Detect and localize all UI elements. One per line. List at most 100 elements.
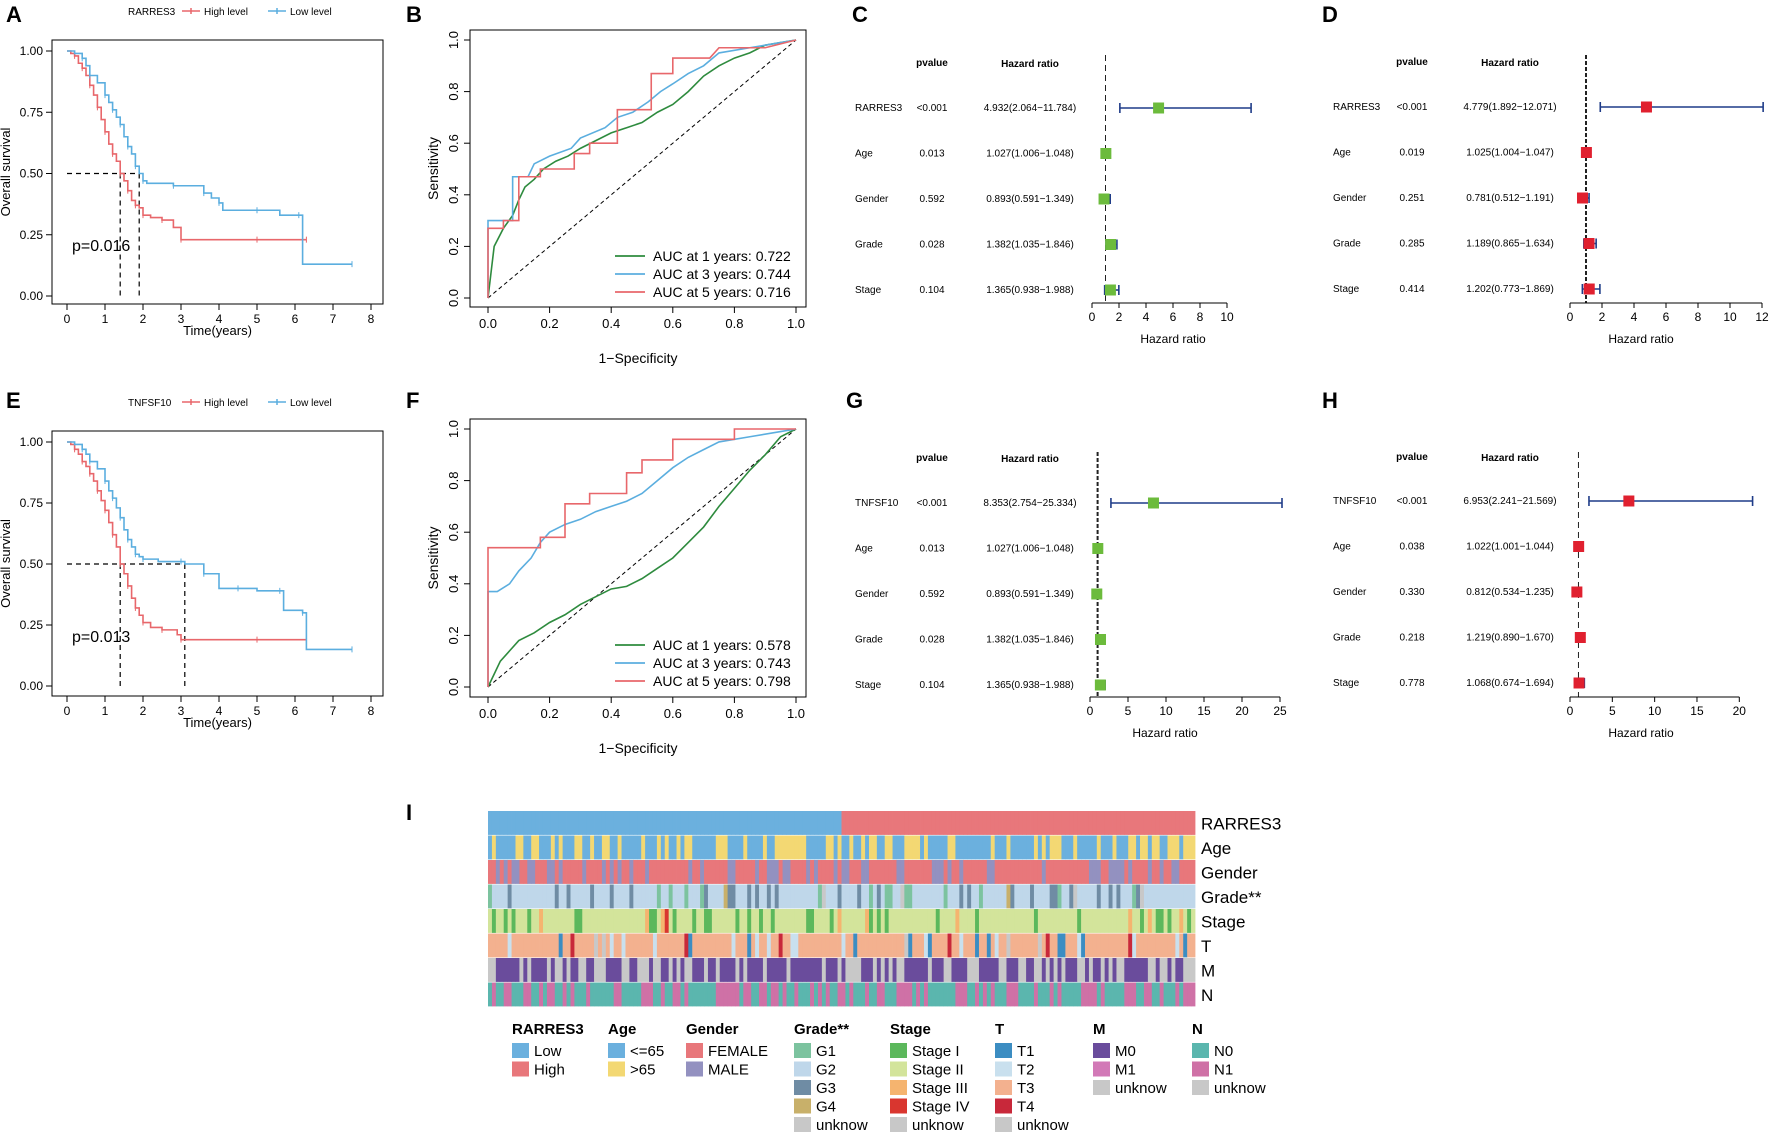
roc-curve-2 (487, 428, 797, 687)
heatmap-cell (810, 958, 815, 982)
heatmap-cell (1057, 958, 1062, 982)
heatmap-cell (656, 909, 662, 933)
heatmap-cell (488, 958, 493, 982)
heatmap-cell (491, 958, 497, 982)
heatmap-cell (684, 909, 689, 933)
heatmap-cell (786, 909, 791, 933)
heatmap-cell (523, 958, 528, 982)
heatmap-cell (759, 835, 764, 860)
heatmap-cell (645, 982, 650, 1007)
heatmap-cell (511, 982, 516, 1007)
heatmap-cell (1006, 958, 1011, 982)
heatmap-cell (868, 982, 874, 1007)
heatmap-cell (641, 958, 646, 982)
heatmap-cell (1116, 884, 1121, 909)
heatmap-cell (1140, 884, 1145, 909)
heatmap-cell (880, 982, 886, 1007)
heatmap-cell (904, 909, 909, 933)
heatmap-cell (927, 909, 933, 933)
heatmap-cell (900, 811, 905, 835)
heatmap-cell (594, 811, 599, 835)
heatmap-cell (1128, 909, 1133, 933)
heatmap-cell (601, 982, 607, 1007)
heatmap-cell (829, 982, 835, 1007)
row-label: Age (1201, 839, 1231, 858)
heatmap-cell (562, 982, 567, 1007)
heatmap-cell (1026, 982, 1031, 1007)
heatmap-cell (841, 958, 846, 982)
heatmap-cell (963, 835, 968, 860)
heatmap-cell (625, 884, 630, 909)
heatmap-cell (1010, 811, 1015, 835)
heatmap-cell (1155, 909, 1161, 933)
heatmap-cell (959, 982, 964, 1007)
heatmap-cell (1143, 982, 1149, 1007)
heatmap-cell (1088, 835, 1094, 860)
heatmap-cell (998, 909, 1003, 933)
heatmap-cell (923, 860, 929, 884)
row-hr-text: 1.365(0.938−1.988) (986, 680, 1074, 691)
heatmap-cell (1096, 835, 1102, 860)
x-tick-label: 0 (1567, 310, 1574, 324)
x-axis-title: Time(years) (183, 323, 252, 338)
heatmap-cell (629, 933, 634, 958)
heatmap-cell (1155, 884, 1161, 909)
heatmap-cell (664, 909, 670, 933)
heatmap-cell (605, 835, 611, 860)
heatmap-cell (1026, 860, 1031, 884)
heatmap-cell (542, 982, 548, 1007)
heatmap-cell (1053, 933, 1058, 958)
heatmap-cell (491, 835, 497, 860)
heatmap-cell (574, 860, 579, 884)
heatmap-cell (621, 933, 626, 958)
heatmap-cell (1104, 884, 1109, 909)
y-tick-label: 0.25 (20, 228, 44, 242)
heatmap-cell (755, 835, 760, 860)
heatmap-cell (704, 884, 709, 909)
heatmap-cell (1116, 909, 1121, 933)
heatmap-cell (810, 811, 815, 835)
heatmap-cell (825, 835, 831, 860)
heatmap-cell (762, 811, 768, 835)
heatmap-cell (786, 835, 791, 860)
heatmap-cell (1037, 884, 1043, 909)
heatmap-cell (696, 933, 701, 958)
heatmap-cell (790, 835, 795, 860)
heatmap-cell (527, 933, 532, 958)
heatmap-cell (1033, 884, 1039, 909)
heatmap-cell (727, 909, 732, 933)
diagonal-reference (487, 39, 797, 299)
heatmap-cell (727, 860, 732, 884)
x-tick-label: 5 (1125, 704, 1132, 718)
heatmap-cell (900, 860, 905, 884)
heatmap-cell (523, 835, 528, 860)
heatmap-cell (1065, 860, 1070, 884)
heatmap-cell (794, 884, 799, 909)
heatmap-cell (959, 860, 964, 884)
heatmap-cell (519, 933, 524, 958)
heatmap-cell (515, 982, 520, 1007)
heatmap-cell (1018, 811, 1023, 835)
heatmap-cell (912, 958, 917, 982)
heatmap-cell (582, 884, 587, 909)
heatmap-cell (990, 909, 996, 933)
heatmap-cell (1077, 884, 1082, 909)
heatmap-cell (896, 884, 901, 909)
heatmap-cell (495, 909, 501, 933)
heatmap-cell (503, 982, 509, 1007)
row-pvalue: 0.285 (1399, 239, 1424, 250)
heatmap-cell (1014, 909, 1019, 933)
x-tick-label: 0.6 (664, 706, 682, 721)
heatmap-cell (711, 933, 717, 958)
heatmap-cell (672, 909, 677, 933)
heatmap-cell (1151, 909, 1157, 933)
heatmap-cell (955, 811, 960, 835)
heatmap-cell (601, 933, 607, 958)
heatmap-cell (617, 958, 622, 982)
heatmap-cell (550, 982, 556, 1007)
heatmap-cell (990, 958, 996, 982)
heatmap-cell (1136, 909, 1141, 933)
heatmap-cell (1010, 860, 1015, 884)
heatmap-cell (1073, 909, 1078, 933)
heatmap-cell (892, 958, 897, 982)
